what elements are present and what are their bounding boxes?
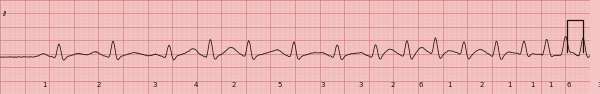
Text: 1: 1: [530, 82, 534, 88]
Text: 2: 2: [232, 82, 236, 88]
Text: 3: 3: [598, 82, 600, 88]
Text: 1: 1: [548, 82, 553, 88]
Text: 3: 3: [359, 82, 363, 88]
Text: 2: 2: [390, 82, 395, 88]
Text: 6: 6: [419, 82, 423, 88]
Text: 1: 1: [447, 82, 452, 88]
Text: 5: 5: [277, 82, 281, 88]
Text: 6: 6: [566, 82, 571, 88]
Text: 4: 4: [193, 82, 198, 88]
Text: 1: 1: [507, 82, 512, 88]
Text: 2: 2: [479, 82, 484, 88]
Text: 3: 3: [320, 82, 325, 88]
Text: 2: 2: [96, 82, 101, 88]
Text: II: II: [3, 11, 7, 17]
Text: 1: 1: [42, 82, 47, 88]
Text: 3: 3: [152, 82, 157, 88]
